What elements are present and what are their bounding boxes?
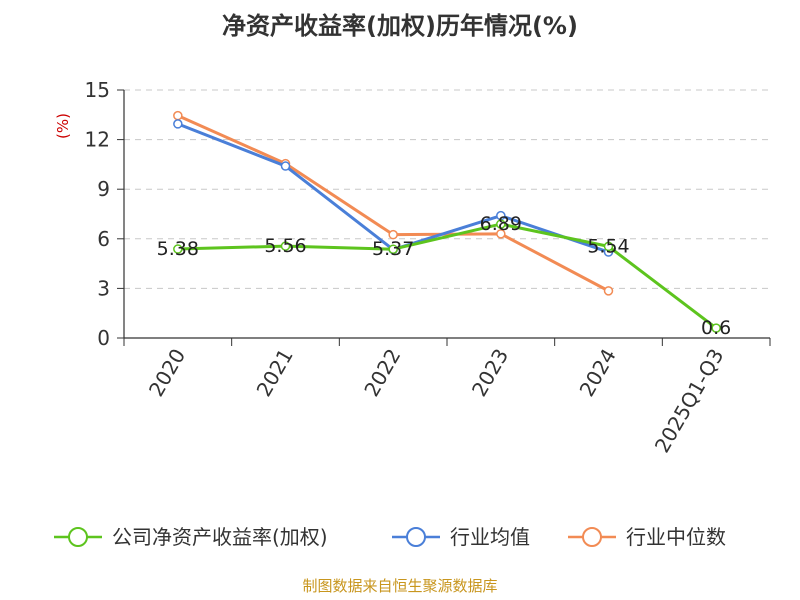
data-point — [496, 219, 506, 229]
data-point — [280, 161, 291, 171]
legend-item-industry-mean[interactable]: 行业均值 — [392, 525, 530, 549]
x-tick-label: 2025Q1-Q3 — [650, 345, 729, 457]
y-tick-label: 12 — [85, 128, 110, 152]
x-tick-label: 2023 — [467, 345, 513, 401]
legend-item-company-roe[interactable]: 公司净资产收益率(加权) — [54, 525, 328, 549]
legend[interactable]: 公司净资产收益率(加权) 行业均值 行业中位数 — [54, 525, 726, 549]
data-source-note: 制图数据来自恒生聚源数据库 — [302, 577, 497, 595]
data-point — [603, 286, 614, 296]
series-lines — [173, 110, 721, 333]
data-label: 5.37 — [372, 238, 414, 260]
data-point — [173, 119, 183, 129]
legend-label-company-roe: 公司净资产收益率(加权) — [112, 525, 328, 549]
chart-title: 净资产收益率(加权)历年情况(%) — [222, 12, 578, 40]
data-label: 5.54 — [587, 235, 629, 257]
x-tick-label: 2020 — [144, 345, 190, 401]
y-tick-label: 9 — [97, 177, 110, 201]
x-tick-label: 2022 — [359, 345, 405, 401]
data-label: 5.56 — [264, 235, 306, 257]
data-point — [388, 244, 398, 254]
series-line — [177, 222, 718, 330]
data-point — [388, 229, 398, 240]
x-tick-label: 2024 — [575, 345, 621, 401]
data-labels: 5.38 5.56 5.37 6.89 5.54 0.6 — [157, 213, 732, 339]
y-axis-unit-label: (%) — [54, 113, 72, 139]
x-tick-label: 2021 — [252, 345, 298, 401]
data-label: 0.6 — [701, 317, 731, 339]
data-point — [603, 241, 614, 252]
y-tick-label: 15 — [85, 78, 110, 102]
legend-swatch-marker — [68, 527, 88, 547]
legend-item-industry-median[interactable]: 行业中位数 — [568, 525, 726, 549]
data-label: 6.89 — [480, 213, 522, 235]
data-label: 5.38 — [157, 238, 199, 260]
data-point — [711, 323, 721, 333]
legend-swatch-marker — [406, 527, 426, 547]
data-point — [173, 110, 183, 121]
y-tick-label: 3 — [97, 276, 110, 300]
legend-label-industry-mean: 行业均值 — [450, 525, 530, 549]
legend-label-industry-median: 行业中位数 — [626, 525, 726, 549]
legend-swatch-marker — [582, 527, 602, 547]
y-tick-label: 0 — [97, 326, 110, 350]
gridlines — [124, 89, 770, 289]
series-line — [177, 114, 610, 293]
data-point — [173, 244, 183, 254]
y-tick-label: 6 — [97, 227, 110, 251]
data-point — [496, 229, 506, 239]
data-point — [280, 241, 291, 251]
axes: 0 3 6 9 12 15 2020 2021 2022 2023 2024 2025Q1-Q3 — [85, 78, 771, 457]
